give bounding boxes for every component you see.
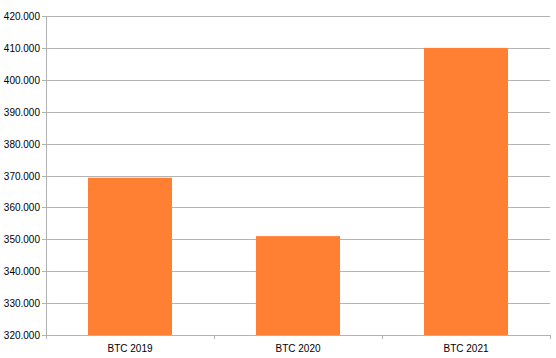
- x-axis: BTC 2019 BTC 2020 BTC 2021: [47, 335, 551, 354]
- y-tick: [42, 48, 46, 49]
- y-tick: [42, 144, 46, 145]
- y-tick: [42, 207, 46, 208]
- x-tick-label: BTC 2021: [443, 343, 488, 354]
- y-tick-label: 330.000: [4, 298, 41, 309]
- y-tick: [42, 271, 46, 272]
- bar: [424, 48, 508, 335]
- y-tick-label: 320.000: [4, 330, 41, 341]
- y-tick: [42, 335, 46, 336]
- category-tick: [46, 335, 47, 339]
- category-tick: [550, 335, 551, 339]
- x-tick-label: BTC 2019: [107, 343, 152, 354]
- bars: [88, 48, 508, 335]
- y-axis: 320.000 330.000 340.000 350.000 360.000 370.0…: [4, 11, 46, 341]
- y-tick-label: 400.000: [4, 75, 41, 86]
- y-tick: [42, 16, 46, 17]
- y-tick: [42, 176, 46, 177]
- y-tick-label: 360.000: [4, 202, 41, 213]
- y-tick-label: 420.000: [4, 11, 41, 22]
- y-tick-label: 340.000: [4, 266, 41, 277]
- y-tick-label: 410.000: [4, 43, 41, 54]
- grid: [46, 17, 550, 336]
- y-tick-label: 380.000: [4, 139, 41, 150]
- y-tick: [42, 303, 46, 304]
- grid-line: [46, 16, 550, 17]
- grid-line: [46, 335, 550, 336]
- x-axis-line: [46, 335, 550, 336]
- x-tick-label: BTC 2020: [275, 343, 320, 354]
- category-tick: [214, 335, 215, 339]
- y-tick: [42, 112, 46, 113]
- y-axis-line: [46, 16, 47, 335]
- y-tick-label: 350.000: [4, 234, 41, 245]
- bar: [88, 178, 172, 335]
- chart: 320.000 330.000 340.000 350.000 360.000 370.0…: [0, 0, 556, 358]
- y-tick: [42, 239, 46, 240]
- y-tick-label: 370.000: [4, 171, 41, 182]
- y-tick-label: 390.000: [4, 107, 41, 118]
- y-tick: [42, 80, 46, 81]
- bar: [256, 236, 340, 335]
- category-tick: [382, 335, 383, 339]
